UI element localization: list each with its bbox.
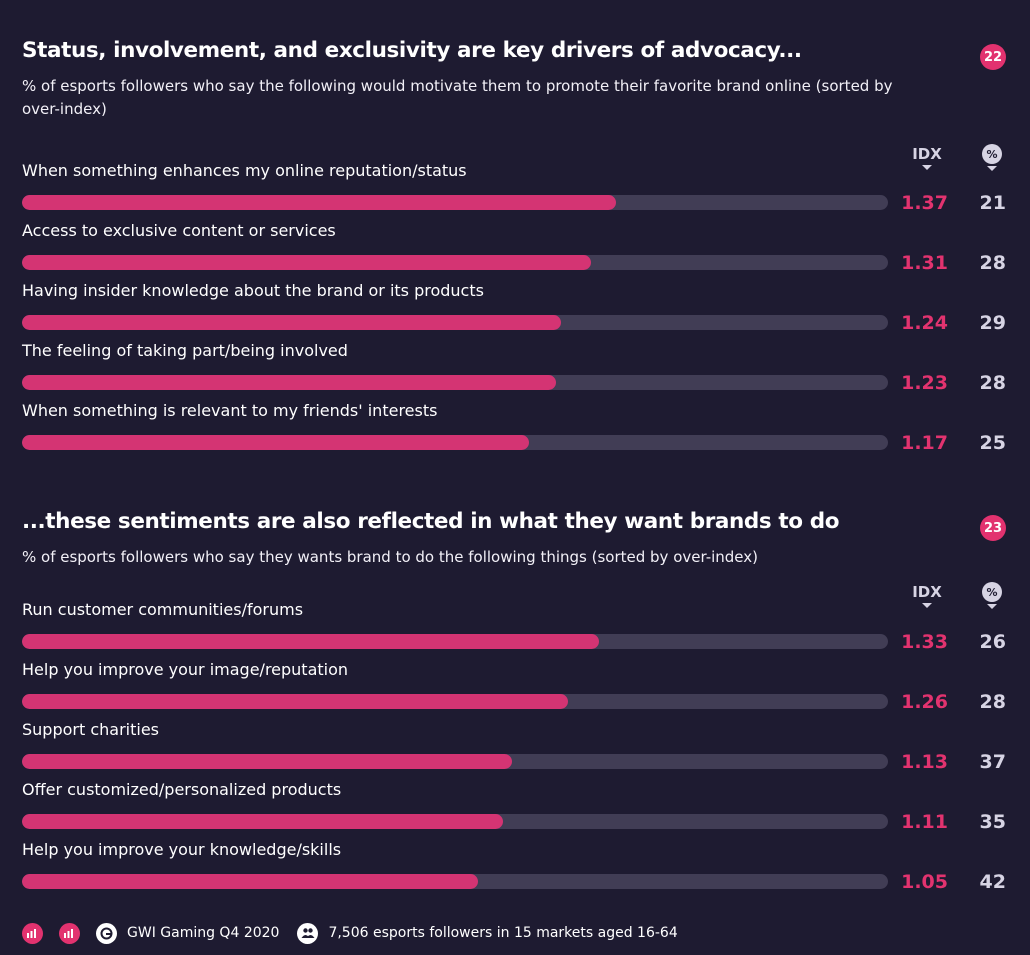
idx-value: 1.17	[882, 432, 948, 454]
people-icon	[297, 923, 318, 944]
bar-fill	[22, 255, 591, 270]
percent-value: 35	[966, 811, 1006, 833]
chart-title: Status, involvement, and exclusivity are…	[22, 38, 802, 63]
bar-category-label: Run customer communities/forums	[22, 600, 303, 619]
bar-category-label: Access to exclusive content or services	[22, 221, 336, 240]
bar-row: Access to exclusive content or services 1…	[22, 221, 1008, 271]
bar-track	[22, 315, 888, 330]
percent-value: 26	[966, 631, 1006, 653]
bar-fill	[22, 435, 529, 450]
idx-value: 1.24	[882, 312, 948, 334]
bar-track	[22, 814, 888, 829]
idx-value: 1.23	[882, 372, 948, 394]
bar-track	[22, 694, 888, 709]
bar-row: Having insider knowledge about the brand…	[22, 281, 1008, 331]
bar-fill	[22, 874, 478, 889]
bar-row: Support charities 1.13 37	[22, 720, 1008, 770]
bar-category-label: Support charities	[22, 720, 159, 739]
bar-track	[22, 874, 888, 889]
idx-value: 1.33	[882, 631, 948, 653]
bar-track	[22, 195, 888, 210]
percent-value: 28	[966, 372, 1006, 394]
idx-value: 1.26	[882, 691, 948, 713]
bar-category-label: When something is relevant to my friends…	[22, 401, 437, 420]
bar-row: Help you improve your knowledge/skills 1.…	[22, 840, 1008, 890]
chart-subtitle: % of esports followers who say they want…	[22, 546, 902, 569]
base-text: 7,506 esports followers in 15 markets ag…	[328, 925, 677, 941]
bar-chart-icon[interactable]	[22, 923, 43, 944]
idx-value: 1.05	[882, 871, 948, 893]
percent-value: 28	[966, 691, 1006, 713]
chart-title: ...these sentiments are also reflected i…	[22, 509, 839, 534]
bar-fill	[22, 754, 512, 769]
idx-value: 1.11	[882, 811, 948, 833]
bar-category-label: Help you improve your image/reputation	[22, 660, 348, 679]
bar-row: When something is relevant to my friends…	[22, 401, 1008, 451]
idx-value: 1.31	[882, 252, 948, 274]
bar-row: The feeling of taking part/being involve…	[22, 341, 1008, 391]
bar-track	[22, 375, 888, 390]
idx-value: 1.13	[882, 751, 948, 773]
bar-row: Help you improve your image/reputation 1.…	[22, 660, 1008, 710]
bar-fill	[22, 814, 503, 829]
bar-row: Offer customized/personalized products 1.…	[22, 780, 1008, 830]
bar-chart-icon[interactable]	[59, 923, 80, 944]
percent-value: 37	[966, 751, 1006, 773]
chart-subtitle: % of esports followers who say the follo…	[22, 75, 902, 121]
percent-value: 42	[966, 871, 1006, 893]
bar-row: Run customer communities/forums 1.33 26	[22, 600, 1008, 650]
percent-value: 29	[966, 312, 1006, 334]
bar-fill	[22, 315, 561, 330]
bar-category-label: The feeling of taking part/being involve…	[22, 341, 348, 360]
bar-category-label: Help you improve your knowledge/skills	[22, 840, 341, 859]
source-logo-icon	[96, 923, 117, 944]
percent-value: 21	[966, 192, 1006, 214]
idx-value: 1.37	[882, 192, 948, 214]
bar-category-label: Having insider knowledge about the brand…	[22, 281, 484, 300]
bar-track	[22, 634, 888, 649]
page-number-badge: 23	[980, 515, 1006, 541]
bar-fill	[22, 694, 568, 709]
bar-category-label: When something enhances my online reputa…	[22, 161, 467, 180]
bar-fill	[22, 195, 616, 210]
bar-track	[22, 754, 888, 769]
bar-category-label: Offer customized/personalized products	[22, 780, 341, 799]
source-text: GWI Gaming Q4 2020	[127, 925, 279, 941]
idx-header-label: IDX	[912, 583, 942, 601]
percent-icon: %	[982, 582, 1002, 602]
bar-fill	[22, 375, 556, 390]
bar-fill	[22, 634, 599, 649]
percent-value: 28	[966, 252, 1006, 274]
page-number-badge: 22	[980, 44, 1006, 70]
bar-track	[22, 255, 888, 270]
bar-track	[22, 435, 888, 450]
percent-value: 25	[966, 432, 1006, 454]
footer: GWI Gaming Q4 2020 7,506 esports followe…	[22, 922, 696, 944]
bar-row: When something enhances my online reputa…	[22, 161, 1008, 211]
